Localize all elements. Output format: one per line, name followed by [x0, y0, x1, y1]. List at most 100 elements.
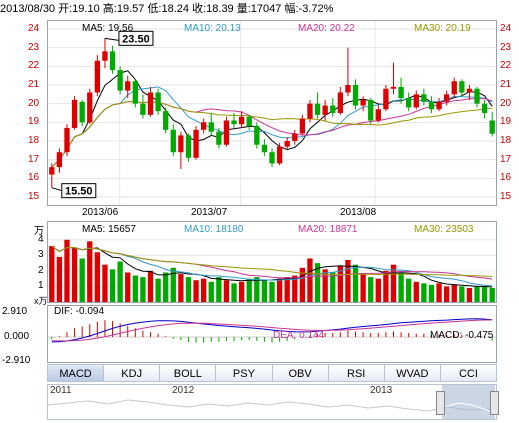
quote-volume: 量:17047 — [236, 3, 282, 15]
range-navigator[interactable]: 2011 2012 2013 — [47, 384, 499, 420]
volume-bar — [71, 247, 78, 302]
volume-bar — [428, 284, 435, 302]
volume-bar — [398, 272, 404, 302]
volume-bar — [94, 252, 101, 302]
volume-bar — [246, 278, 252, 302]
overview-year-2013: 2013 — [370, 385, 393, 396]
volume-chart[interactable] — [48, 222, 496, 302]
candle-body — [284, 141, 290, 147]
candle-body — [383, 88, 389, 110]
candle-body — [64, 127, 70, 153]
volume-bar — [307, 258, 313, 302]
ma30-line — [51, 100, 493, 168]
volume-bar — [375, 278, 381, 302]
candle-body — [223, 120, 230, 145]
volume-bar — [489, 288, 495, 302]
candle-body — [299, 118, 306, 134]
candle-body — [466, 88, 473, 93]
candle-body — [307, 103, 313, 119]
candle-body — [125, 81, 131, 91]
volume-bar — [147, 270, 154, 302]
tab-macd[interactable]: MACD — [47, 364, 104, 382]
volume-bar — [436, 283, 442, 302]
candle-body — [443, 94, 450, 102]
volume-bar — [49, 246, 55, 302]
candle-body — [352, 85, 359, 106]
macd-dea-label: DEA: 0.144 — [273, 330, 325, 341]
volume-bar — [406, 278, 412, 302]
tab-psy[interactable]: PSY — [215, 364, 272, 382]
volume-bar — [64, 239, 70, 302]
price-tick-left: 19 — [28, 116, 40, 128]
candle-body — [201, 122, 207, 130]
tab-cci[interactable]: CCI — [439, 364, 497, 382]
quote-change: 幅:-3.72% — [284, 3, 334, 15]
volume-bar — [466, 288, 473, 302]
volume-bar — [56, 256, 63, 302]
overview-right-handle[interactable] — [490, 391, 499, 415]
volume-bar — [284, 277, 290, 302]
candle-body — [238, 116, 245, 125]
volume-bar — [330, 272, 336, 302]
macd-chart[interactable] — [48, 306, 496, 362]
volume-bar — [208, 281, 214, 302]
tab-obv[interactable]: OBV — [271, 364, 328, 382]
price-tick-right: 24 — [500, 23, 512, 34]
overview-sparkline — [48, 385, 496, 419]
volume-bar — [276, 278, 283, 302]
macd-tick-bottom: -2.910 — [2, 355, 31, 366]
volume-bar — [238, 281, 245, 302]
candle-body — [345, 85, 351, 93]
volume-bar — [345, 260, 351, 302]
volume-tick: 4 — [38, 233, 44, 245]
volume-bar — [193, 280, 199, 302]
candle-body — [216, 131, 222, 145]
candle-body — [398, 86, 404, 99]
price-chart-panel[interactable]: 23.50 15.50 MA5: 19.56 MA10: 20.13 MA20: … — [47, 20, 497, 206]
candle-body — [276, 146, 283, 164]
macd-chart-panel[interactable]: DIF: -0.094 DEA: 0.144 MACD: -0.475 — [47, 305, 497, 363]
quote-low: 低:18.24 — [147, 3, 190, 15]
high-marker-box — [118, 30, 154, 46]
volume-bar — [140, 277, 146, 302]
vol-ma5-label: MA5: 15657 — [82, 224, 136, 235]
price-tick-right: 22 — [500, 60, 512, 72]
candle-body — [314, 103, 321, 115]
tab-rsi[interactable]: RSI — [327, 364, 384, 382]
low-marker-box — [61, 183, 97, 199]
volume-bar — [155, 278, 161, 302]
high-marker-label: 23.50 — [122, 33, 150, 45]
volume-chart-panel[interactable]: MA5: 15657 MA10: 18180 MA20: 18871 MA30:… — [47, 221, 497, 303]
candle-body — [155, 92, 161, 112]
candle-body — [147, 92, 154, 115]
overview-left-handle[interactable] — [436, 391, 445, 415]
volume-bar — [117, 261, 123, 302]
volume-tick: 3 — [38, 249, 44, 261]
candle-body — [292, 133, 298, 141]
volume-bar — [109, 269, 116, 302]
quote-open: 开:19.10 — [58, 3, 100, 15]
tab-wvad[interactable]: WVAD — [383, 364, 440, 382]
tab-kdj[interactable]: KDJ — [103, 364, 160, 382]
volume-bar — [413, 281, 419, 302]
price-tick-right: 16 — [500, 172, 512, 184]
volume-bar — [170, 267, 176, 302]
candle-body — [390, 86, 397, 89]
overview-year-2011: 2011 — [50, 385, 72, 396]
candle-body — [428, 101, 435, 110]
price-ma10-label: MA10: 20.13 — [184, 23, 241, 34]
macd-dif-line — [51, 318, 493, 343]
volume-bar — [231, 283, 237, 302]
price-tick-right: 18 — [500, 135, 512, 146]
price-tick-left: 23 — [28, 41, 40, 53]
volume-bar — [102, 264, 108, 302]
vol-ma30-label: MA30: 23503 — [414, 224, 474, 235]
price-chart[interactable]: 23.50 15.50 — [48, 21, 496, 205]
volume-bar — [459, 286, 465, 302]
volume-bar — [87, 241, 93, 302]
volume-bar — [352, 264, 359, 302]
price-ma20-label: MA20: 20.22 — [298, 23, 355, 34]
volume-bar — [292, 275, 298, 302]
candle-body — [269, 152, 275, 164]
tab-boll[interactable]: BOLL — [159, 364, 216, 382]
